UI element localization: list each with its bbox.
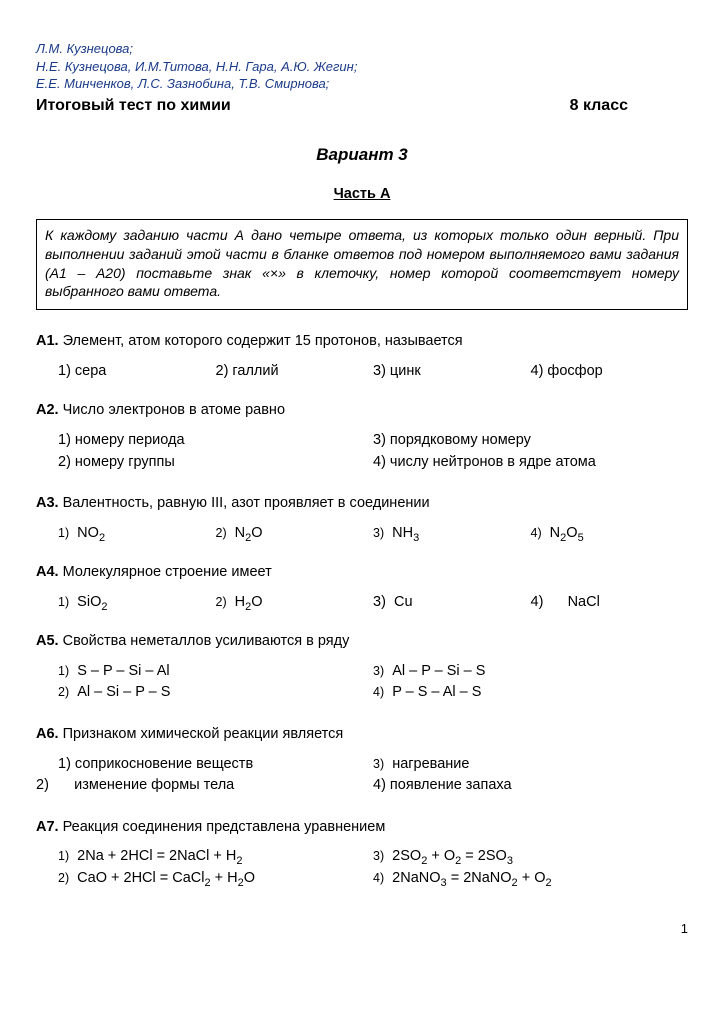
q7-opt1: 1) 2Na + 2HCl = 2NaCl + H2 [58,847,373,867]
q6-num: А6. [36,726,59,742]
q5-opt4: 4) P – S – Al – S [373,683,688,703]
q6-opt1: 1) соприкосновение веществ [58,755,373,775]
q7-opt3: 3) 2SO2 + O2 = 2SO3 [373,847,688,867]
q3-opt3: 3) NH3 [373,524,531,544]
q7-opt2: 2) CaO + 2HCl = CaCl2 + H2O [58,869,373,889]
title-left: Итоговый тест по химии [36,95,231,117]
q3-opt1: 1) NO2 [58,524,216,544]
page-number: 1 [36,920,688,938]
q6-text: А6. Признаком химической реакции являетс… [36,725,688,745]
q3-prompt: Валентность, равную III, азот проявляет … [59,495,430,511]
question-a1: А1. Элемент, атом которого содержит 15 п… [36,332,688,381]
q5-text: А5. Свойства неметаллов усиливаются в ря… [36,632,688,652]
q1-opt1: 1) сера [58,362,216,382]
q4-num: А4. [36,564,59,580]
question-a4: А4. Молекулярное строение имеет 1) SiO2 … [36,563,688,612]
q4-options: 1) SiO2 2) H2O 3) Cu 4) NaCl [36,593,688,613]
q2-opt2: 2) номеру группы [58,453,373,473]
q1-options: 1) сера 2) галлий 3) цинк 4) фосфор [36,362,688,382]
q5-num: А5. [36,633,59,649]
q4-prompt: Молекулярное строение имеет [59,564,272,580]
q5-opt2: 2) Al – Si – P – S [58,683,373,703]
q3-opt2: 2) N2O [216,524,374,544]
question-a7: А7. Реакция соединения представлена урав… [36,818,688,891]
title-row: Итоговый тест по химии 8 класс [36,95,688,117]
q4-opt1: 1) SiO2 [58,593,216,613]
q3-text: А3. Валентность, равную III, азот проявл… [36,494,688,514]
question-a3: А3. Валентность, равную III, азот проявл… [36,494,688,543]
variant-heading: Вариант 3 [36,144,688,167]
q2-opt4: 4) числу нейтронов в ядре атома [373,453,688,473]
q5-opt1: 1) S – P – Si – Al [58,662,373,682]
instructions-box: К каждому заданию части А дано четыре от… [36,219,688,311]
q1-num: А1. [36,333,59,349]
q1-text: А1. Элемент, атом которого содержит 15 п… [36,332,688,352]
q7-options: 1) 2Na + 2HCl = 2NaCl + H2 2) CaO + 2HCl… [36,847,688,890]
q4-opt2: 2) H2O [216,593,374,613]
author-line-2: Н.Е. Кузнецова, И.М.Титова, Н.Н. Гара, А… [36,58,688,76]
q4-opt4: 4) NaCl [531,593,689,613]
q1-opt3: 3) цинк [373,362,531,382]
q4-text: А4. Молекулярное строение имеет [36,563,688,583]
q2-text: А2. Число электронов в атоме равно [36,401,688,421]
q6-opt4: 4) появление запаха [373,776,688,796]
q7-text: А7. Реакция соединения представлена урав… [36,818,688,838]
title-right: 8 класс [570,95,688,117]
q1-prompt: Элемент, атом которого содержит 15 прото… [59,333,463,349]
q1-opt4: 4) фосфор [531,362,689,382]
part-heading: Часть А [36,185,688,205]
q4-opt3: 3) Cu [373,593,531,613]
question-a5: А5. Свойства неметаллов усиливаются в ря… [36,632,688,705]
q7-opt4: 4) 2NaNO3 = 2NaNO2 + O2 [373,869,688,889]
q5-opt3: 3) Al – P – Si – S [373,662,688,682]
q6-options: 1) соприкосновение веществ 2) изменение … [36,755,688,798]
q6-opt2: 2) изменение формы тела [58,776,373,796]
q6-opt3: 3) нагревание [373,755,688,775]
q2-num: А2. [36,402,59,418]
author-line-3: Е.Е. Минченков, Л.С. Зазнобина, Т.В. Сми… [36,75,688,93]
q7-prompt: Реакция соединения представлена уравнени… [59,819,386,835]
author-line-1: Л.М. Кузнецова; [36,40,688,58]
question-a6: А6. Признаком химической реакции являетс… [36,725,688,798]
q5-prompt: Свойства неметаллов усиливаются в ряду [59,633,350,649]
q2-prompt: Число электронов в атоме равно [59,402,285,418]
q2-options: 1) номеру периода 2) номеру группы 3) по… [36,431,688,474]
authors-block: Л.М. Кузнецова; Н.Е. Кузнецова, И.М.Тито… [36,40,688,93]
q7-num: А7. [36,819,59,835]
question-a2: А2. Число электронов в атоме равно 1) но… [36,401,688,474]
q3-num: А3. [36,495,59,511]
q5-options: 1) S – P – Si – Al 2) Al – Si – P – S 3)… [36,662,688,705]
q3-options: 1) NO2 2) N2O 3) NH3 4) N2O5 [36,524,688,544]
q1-opt2: 2) галлий [216,362,374,382]
q2-opt3: 3) порядковому номеру [373,431,688,451]
q6-prompt: Признаком химической реакции является [59,726,344,742]
q3-opt4: 4) N2O5 [531,524,689,544]
q2-opt1: 1) номеру периода [58,431,373,451]
